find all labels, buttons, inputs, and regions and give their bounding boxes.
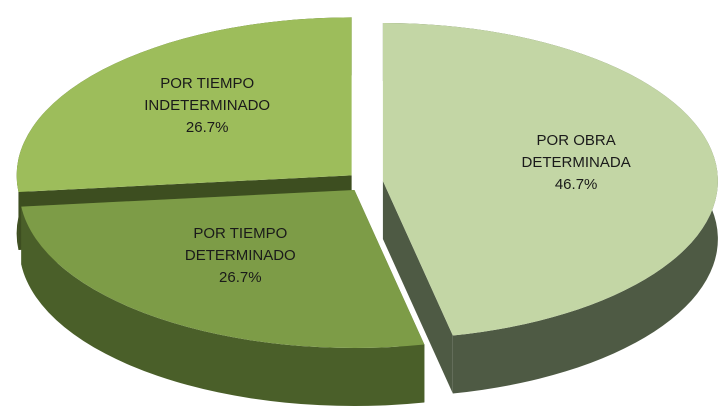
slice-wall: [382, 180, 453, 394]
value-label: 26.7%: [219, 269, 262, 287]
slice: [382, 22, 718, 394]
slice-top: [21, 190, 425, 349]
value-label: 46.7%: [554, 176, 598, 194]
slice-top: [382, 22, 718, 336]
slice-side: [21, 206, 425, 407]
slice-label: POR TIEMPO DETERMINADO 26.7%: [165, 223, 315, 289]
slice-label: POR OBRA DETERMINADA 46.7%: [501, 130, 651, 196]
value-label: 26.7%: [185, 119, 229, 137]
category-label: POR TIEMPO INDETERMINADO: [144, 75, 271, 115]
category-label: POR TIEMPO DETERMINADO: [184, 225, 296, 265]
slice-top: [16, 17, 352, 192]
category-label: POR OBRA DETERMINADA: [521, 132, 631, 172]
slice-label: POR TIEMPO INDETERMINADO 26.7%: [132, 73, 282, 139]
slice: [21, 190, 425, 407]
